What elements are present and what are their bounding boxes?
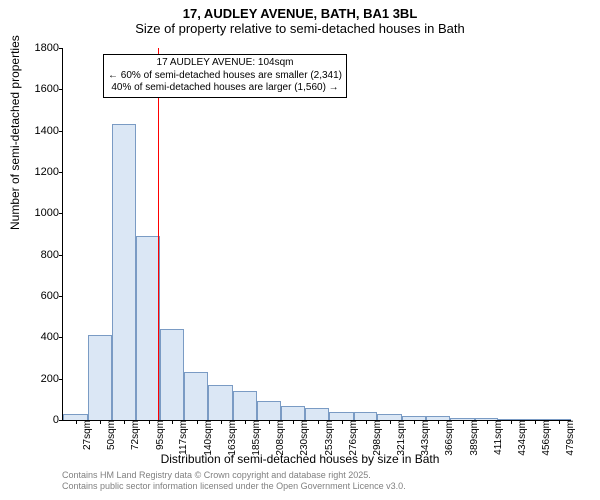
x-tick-mark: [535, 420, 536, 424]
y-tick-mark: [59, 255, 63, 256]
histogram-bar: [136, 236, 161, 420]
x-tick-label: 411sqm: [491, 420, 504, 455]
x-tick-label: 95sqm: [153, 420, 166, 450]
histogram-bar: [112, 124, 136, 420]
y-tick-mark: [59, 337, 63, 338]
x-tick-mark: [414, 420, 415, 424]
histogram-bar: [426, 416, 451, 420]
x-tick-mark: [269, 420, 270, 424]
x-tick-label: 343sqm: [418, 420, 431, 456]
x-tick-label: 479sqm: [563, 420, 576, 456]
x-tick-mark: [100, 420, 101, 424]
x-tick-mark: [511, 420, 512, 424]
y-tick-mark: [59, 296, 63, 297]
x-tick-mark: [149, 420, 150, 424]
histogram-bar: [305, 408, 330, 420]
x-tick-label: 50sqm: [104, 420, 117, 450]
x-tick-label: 298sqm: [370, 420, 383, 456]
plot-area: 02004006008001000120014001600180027sqm50…: [62, 48, 571, 421]
chart-title: 17, AUDLEY AVENUE, BATH, BA1 3BL: [0, 0, 600, 21]
x-tick-label: 389sqm: [467, 420, 480, 456]
histogram-bar: [63, 414, 88, 420]
x-tick-label: 208sqm: [273, 420, 286, 456]
annotation-box: 17 AUDLEY AVENUE: 104sqm ← 60% of semi-d…: [103, 54, 347, 98]
footer-line: Contains HM Land Registry data © Crown c…: [62, 470, 406, 481]
histogram-bar: [377, 414, 402, 420]
histogram-bar: [233, 391, 257, 420]
y-tick-mark: [59, 379, 63, 380]
x-tick-label: 117sqm: [176, 420, 189, 455]
x-tick-label: 253sqm: [322, 420, 335, 456]
x-tick-mark: [559, 420, 560, 424]
x-tick-mark: [293, 420, 294, 424]
annotation-line: 40% of semi-detached houses are larger (…: [108, 82, 342, 95]
x-tick-mark: [221, 420, 222, 424]
x-tick-label: 163sqm: [225, 420, 238, 456]
footer-line: Contains public sector information licen…: [62, 481, 406, 492]
x-tick-mark: [463, 420, 464, 424]
x-tick-label: 434sqm: [515, 420, 528, 456]
x-tick-mark: [342, 420, 343, 424]
histogram-bar: [329, 412, 354, 420]
histogram-bar: [354, 412, 378, 420]
histogram-bar: [208, 385, 233, 420]
x-tick-label: 72sqm: [128, 420, 141, 450]
x-tick-label: 185sqm: [249, 420, 262, 456]
chart-subtitle: Size of property relative to semi-detach…: [0, 21, 600, 40]
histogram-bar: [450, 418, 475, 420]
y-axis-label: Number of semi-detached properties: [8, 35, 22, 230]
x-tick-mark: [124, 420, 125, 424]
x-tick-label: 27sqm: [80, 420, 93, 450]
histogram-bar: [257, 401, 282, 420]
x-tick-mark: [438, 420, 439, 424]
y-tick-mark: [59, 172, 63, 173]
x-tick-label: 230sqm: [297, 420, 310, 456]
x-tick-mark: [487, 420, 488, 424]
histogram-bar: [160, 329, 184, 420]
histogram-bar: [546, 419, 571, 420]
y-tick-mark: [59, 213, 63, 214]
x-tick-mark: [76, 420, 77, 424]
histogram-bar: [498, 419, 523, 420]
y-tick-mark: [59, 131, 63, 132]
histogram-bar: [402, 416, 426, 420]
x-axis-label: Distribution of semi-detached houses by …: [0, 452, 600, 466]
x-tick-mark: [366, 420, 367, 424]
x-tick-mark: [245, 420, 246, 424]
histogram-bar: [475, 418, 499, 420]
x-tick-mark: [172, 420, 173, 424]
histogram-bar: [88, 335, 113, 420]
property-marker-line: [158, 48, 159, 420]
x-tick-label: 276sqm: [346, 420, 359, 456]
y-tick-mark: [59, 420, 63, 421]
histogram-bar: [184, 372, 209, 420]
y-tick-mark: [59, 48, 63, 49]
footer-attribution: Contains HM Land Registry data © Crown c…: [62, 470, 406, 492]
histogram-bar: [523, 419, 547, 420]
x-tick-label: 140sqm: [201, 420, 214, 456]
y-tick-mark: [59, 89, 63, 90]
x-tick-label: 456sqm: [539, 420, 552, 456]
x-tick-label: 321sqm: [394, 420, 407, 456]
x-tick-mark: [318, 420, 319, 424]
x-tick-label: 366sqm: [442, 420, 455, 456]
x-tick-mark: [390, 420, 391, 424]
annotation-line: 17 AUDLEY AVENUE: 104sqm: [108, 57, 342, 70]
annotation-line: ← 60% of semi-detached houses are smalle…: [108, 70, 342, 83]
x-tick-mark: [197, 420, 198, 424]
chart-container: 17, AUDLEY AVENUE, BATH, BA1 3BL Size of…: [0, 0, 600, 500]
histogram-bar: [281, 406, 305, 420]
